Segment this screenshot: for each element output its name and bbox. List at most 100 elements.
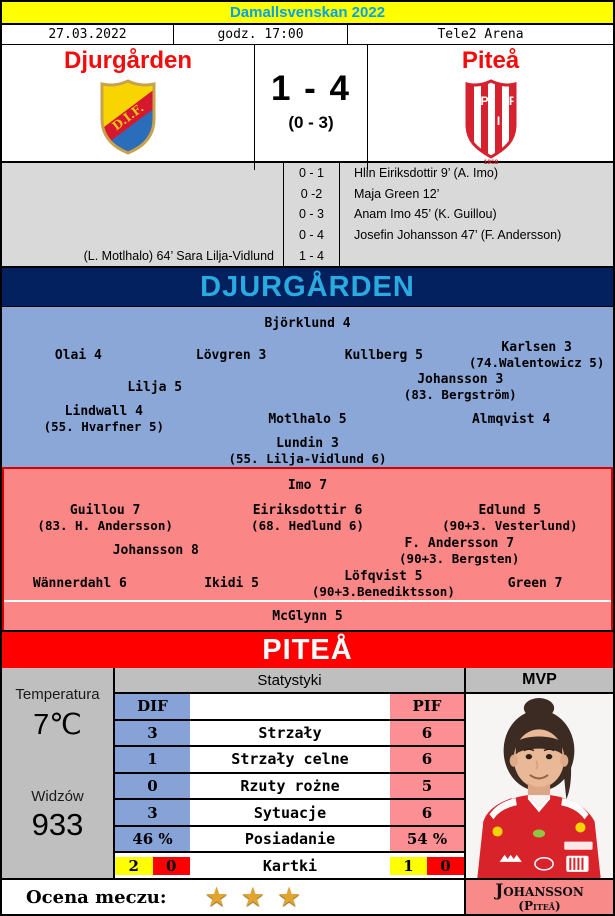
goal-score-2: 0 - 3 <box>283 204 340 225</box>
rating-label: Ocena meczu: <box>26 886 167 908</box>
away-red-cards: 0 <box>427 856 464 875</box>
home-team-banner-title: DJURGÅRDEN <box>200 270 415 303</box>
match-time: godz. 17:00 <box>173 25 347 44</box>
player-dif-lundin: Lundin 3 (55. Lilja-Vidlund 6) <box>228 436 387 466</box>
match-venue: Tele2 Arena <box>347 25 613 44</box>
goal-score-3: 0 - 4 <box>283 224 340 246</box>
stat-row-chances: 3 Sytuacje 6 <box>115 800 464 827</box>
player-pit-eiriksdottir: Eiriksdottir 6 (68. Hedlund 6) <box>251 503 364 534</box>
player-pit-edlund: Edlund 5 (90+3. Vesterlund) <box>442 503 578 534</box>
mvp-title: MVP <box>466 668 613 694</box>
home-team-crest-icon: D.I.F. <box>96 77 160 162</box>
stats-home-col-label: DIF <box>115 694 190 719</box>
star-icon: ★ <box>276 881 302 912</box>
player-pit-ikidi: Ikidi 5 <box>204 576 260 592</box>
away-crest-letter-f: F <box>508 94 515 108</box>
goal-score-0: 0 - 1 <box>283 163 340 184</box>
goal-home-4: (L. Motlhalo) 64’ Sara Lilja-Vidlund <box>83 248 274 263</box>
match-meta-row: 27.03.2022 godz. 17:00 Tele2 Arena <box>2 25 613 45</box>
stat-row-cards: 2 0 Kartki 1 0 <box>115 853 464 879</box>
player-dif-olai: Olai 4 <box>54 347 102 363</box>
player-pit-wannerdahl: Wännerdahl 6 <box>32 576 127 592</box>
player-pit-guillou: Guillou 7 (83. H. Andersson) <box>37 503 173 534</box>
star-icon: ★ <box>204 881 229 912</box>
goal-away-2: Anam Imo 45’ (K. Guillou) <box>354 207 497 222</box>
goal-score-1: 0 -2 <box>283 183 340 205</box>
goal-home-2 <box>2 204 283 225</box>
home-lineup-field: Björklund 4 Olai 4 Lövgren 3 Kullberg 5 … <box>2 307 613 467</box>
away-team-name: Piteå <box>461 47 520 74</box>
final-score: 1 - 4 <box>270 69 352 108</box>
player-dif-lindwall: Lindwall 4 (55. Hvarfner 5) <box>43 404 165 434</box>
away-team-cell: Piteå P I F 1918 <box>368 45 613 170</box>
mvp-name-cell: Johansson (Piteå) <box>464 880 613 914</box>
bottom-row: Ocena meczu: ★ ★ ★ Johansson (Piteå) <box>2 878 613 914</box>
player-pit-gk: McGlynn 5 <box>4 600 611 630</box>
home-team-banner: DJURGÅRDEN <box>2 268 613 307</box>
home-team-name: Djurgården <box>63 47 192 74</box>
goal-home-0 <box>2 163 283 184</box>
player-dif-johansson: Johansson 3 (83. Bergström) <box>403 372 517 402</box>
player-dif-almqvist: Almqvist 4 <box>472 411 551 427</box>
goal-away-4 <box>340 245 613 266</box>
stat-row-shots: 3 Strzały 6 <box>115 720 464 748</box>
stats-col-header-spacer <box>190 694 390 719</box>
goals-list: 0 - 1 Hlin Eiriksdottir 9’ (A. Imo) 0 -2… <box>2 163 613 268</box>
league-title-bar: Damallsvenskan 2022 <box>2 2 613 25</box>
player-dif-lovgren: Lövgren 3 <box>195 347 267 363</box>
rating-stars: ★ ★ ★ <box>204 881 302 912</box>
home-red-cards: 0 <box>152 856 190 875</box>
halftime-score: (0 - 3) <box>288 113 334 132</box>
goal-away-1: Maja Green 12’ <box>354 186 440 201</box>
score-cell: 1 - 4 (0 - 3) <box>254 45 368 170</box>
match-date: 27.03.2022 <box>48 27 127 42</box>
mvp-player-name: Johansson <box>495 880 584 901</box>
player-dif-gk: Björklund 4 <box>264 315 351 331</box>
match-header: Djurgården D.I.F. 1 - 4 (0 - 3) Pit <box>2 45 613 170</box>
stats-col-header-row: DIF PIF <box>115 694 464 721</box>
player-dif-kullberg: Kullberg 5 <box>344 347 424 363</box>
stats-region: Temperatura 7℃ Widzów 933 Statystyki DIF… <box>2 668 613 879</box>
player-dif-motlhalo: Motlhalo 5 <box>268 411 347 427</box>
mvp-player-photo <box>466 694 613 878</box>
player-pit-fandersson: F. Andersson 7 (90+3. Bergsten) <box>399 535 520 566</box>
stat-row-possession: 46 % Posiadanie 54 % <box>115 826 464 854</box>
league-title: Damallsvenskan 2022 <box>229 4 386 21</box>
home-team-cell: Djurgården D.I.F. <box>2 45 254 170</box>
stats-away-col-label: PIF <box>390 694 464 719</box>
stats-table-column: Statystyki DIF PIF 3 Strzały 6 1 Strzały… <box>115 668 464 879</box>
star-icon: ★ <box>240 881 265 912</box>
away-crest-letter-i: I <box>496 114 499 128</box>
goal-away-0: Hlin Eiriksdottir 9’ (A. Imo) <box>354 166 499 181</box>
cards-label: Kartki <box>190 853 390 879</box>
goal-away-3: Josefin Johansson 47’ (F. Andersson) <box>354 228 562 243</box>
stats-title: Statystyki <box>115 668 464 694</box>
attendance-label: Widzów <box>31 788 84 805</box>
away-team-banner-title: PITEÅ <box>262 633 353 666</box>
away-yellow-cards: 1 <box>390 856 427 875</box>
away-lineup-zone: Imo 7 Guillou 7 (83. H. Andersson) Eiriks… <box>2 467 613 630</box>
match-info-column: Temperatura 7℃ Widzów 933 <box>2 668 115 878</box>
away-crest-year: 1918 <box>483 159 498 165</box>
player-dif-karlsen: Karlsen 3 (74.Walentowicz 5) <box>468 340 605 370</box>
player-pit-green: Green 7 <box>507 576 563 592</box>
away-crest-letter-p: P <box>480 94 488 108</box>
goal-home-1 <box>2 184 283 205</box>
player-pit-lofqvist: Löfqvist 5 (90+3.Benediktsson) <box>311 568 455 599</box>
player-pit-johansson: Johansson 8 <box>112 543 199 559</box>
home-cards-cell: 2 0 <box>115 853 190 878</box>
temperature-label: Temperatura <box>15 686 100 703</box>
player-dif-lilja: Lilja 5 <box>127 379 183 395</box>
stat-row-corners: 0 Rzuty rożne 5 <box>115 773 464 801</box>
mvp-column: MVP <box>464 668 613 878</box>
stats-table: DIF PIF 3 Strzały 6 1 Strzały celne 6 0 … <box>115 694 464 879</box>
away-lineup-field: Imo 7 Guillou 7 (83. H. Andersson) Eiriks… <box>4 469 611 600</box>
attendance-value: 933 <box>31 807 84 842</box>
goal-home-3 <box>2 225 283 246</box>
temperature-value: 7℃ <box>33 709 82 741</box>
home-yellow-cards: 2 <box>115 856 153 875</box>
away-team-crest-icon: P I F 1918 <box>458 77 524 170</box>
mvp-player-team: (Piteå) <box>518 898 561 913</box>
goal-score-4: 1 - 4 <box>283 245 340 266</box>
